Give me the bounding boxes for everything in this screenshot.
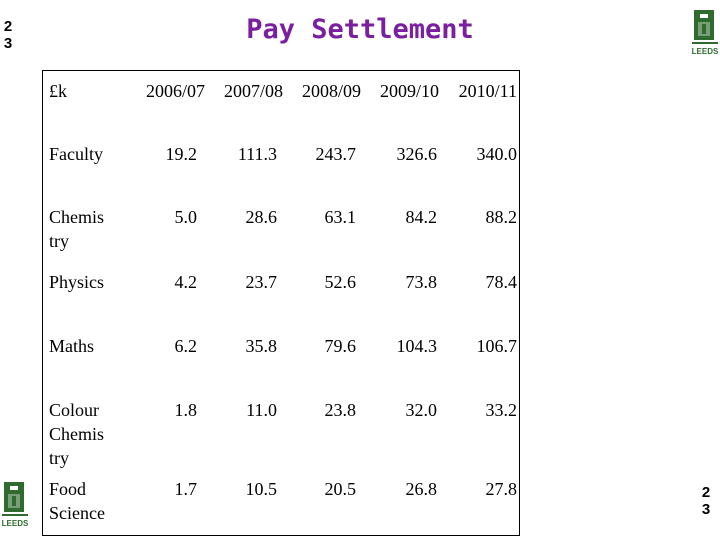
- row-label: Food Science: [49, 479, 105, 523]
- table-cell: 79.6: [324, 336, 357, 356]
- table-cell: 11.0: [246, 400, 277, 420]
- table-cell: 23.7: [245, 272, 278, 292]
- column-header: 2007/08: [223, 81, 283, 101]
- slide-number-bottom: 2 3: [701, 484, 711, 518]
- table-cell: 23.8: [324, 400, 357, 420]
- university-logo-icon: LEEDS: [0, 480, 30, 530]
- table-cell: 19.2: [165, 144, 198, 164]
- university-logo-icon: LEEDS: [690, 8, 720, 58]
- page-title: Pay Settlement: [246, 14, 474, 45]
- table-cell: 26.8: [405, 479, 438, 499]
- slide-number-top: 2 3: [3, 18, 13, 52]
- column-header: 2008/09: [301, 81, 361, 101]
- table-cell: 1.8: [174, 400, 198, 420]
- row-label: Faculty: [49, 144, 103, 164]
- table-cell: 4.2: [174, 272, 198, 292]
- row-label: Physics: [49, 272, 105, 292]
- table-cell: 78.4: [485, 272, 518, 292]
- table-cell: 27.8: [485, 479, 518, 499]
- table-cell: 104.3: [396, 336, 438, 356]
- table-cell: 84.2: [405, 207, 438, 227]
- row-label: Chemis try: [49, 207, 105, 251]
- row-label: Maths: [49, 336, 94, 356]
- column-header: 2009/10: [379, 81, 439, 101]
- svg-text:LEEDS: LEEDS: [692, 47, 719, 56]
- svg-text:LEEDS: LEEDS: [2, 519, 29, 528]
- table-cell: 88.2: [485, 207, 518, 227]
- table-cell: 32.0: [405, 400, 438, 420]
- table-cell: 63.1: [324, 207, 357, 227]
- table-cell: 111.3: [237, 144, 277, 164]
- column-header: 2010/11: [458, 81, 517, 101]
- table-cell: 1.7: [174, 479, 198, 499]
- table-cell: 20.5: [324, 479, 357, 499]
- table-cell: 33.2: [485, 400, 518, 420]
- table-cell: 106.7: [476, 336, 518, 356]
- table-cell: 5.0: [174, 207, 198, 227]
- corner-label: £k: [49, 81, 67, 101]
- row-label: Colour Chemis try: [49, 400, 105, 468]
- table-cell: 35.8: [245, 336, 278, 356]
- table-cell: 52.6: [324, 272, 357, 292]
- table-cell: 6.2: [174, 336, 198, 356]
- table-cell: 73.8: [405, 272, 438, 292]
- table-cell: 340.0: [476, 144, 518, 164]
- table-cell: 28.6: [245, 207, 278, 227]
- pay-settlement-table: £k 2006/07 2007/08 2008/09 2009/10 2010/…: [42, 70, 520, 536]
- table-cell: 10.5: [245, 479, 278, 499]
- column-header: 2006/07: [145, 81, 205, 101]
- table-cell: 326.6: [396, 144, 438, 164]
- table-cell: 243.7: [315, 144, 357, 164]
